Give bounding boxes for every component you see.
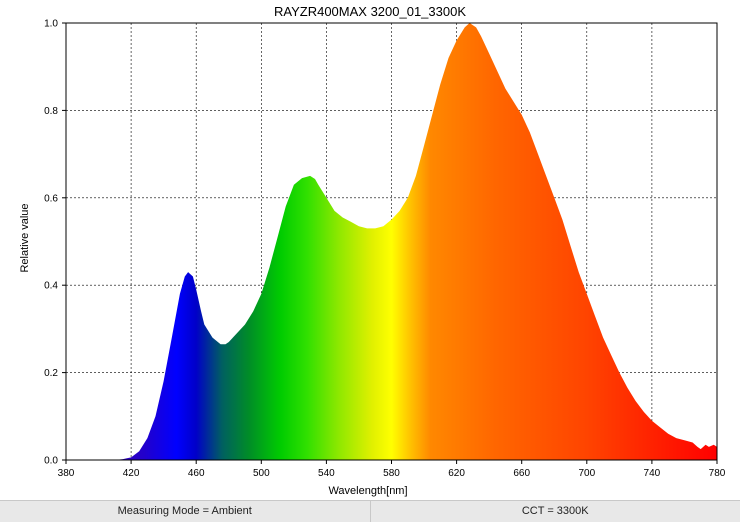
x-tick-label: 380: [58, 468, 75, 479]
x-tick-label: 700: [578, 468, 595, 479]
x-tick-label: 620: [448, 468, 465, 479]
x-tick-label: 780: [709, 468, 726, 479]
x-tick-label: 660: [513, 468, 530, 479]
status-bar: Measuring Mode = Ambient CCT = 3300K: [0, 500, 740, 522]
x-axis-title: Wavelength[nm]: [328, 485, 407, 497]
y-axis-title: Relative value: [19, 203, 31, 272]
y-tick-label: 0.8: [44, 106, 58, 117]
y-tick-label: 0.0: [44, 456, 58, 467]
y-tick-label: 1.0: [44, 19, 58, 30]
y-tick-label: 0.2: [44, 368, 58, 379]
y-tick-label: 0.6: [44, 193, 58, 204]
spectrum-chart: RAYZR400MAX 3200_01_3300K 380 420 460 500 54…: [0, 0, 740, 500]
x-tick-label: 580: [383, 468, 400, 479]
x-tick-label: 540: [318, 468, 335, 479]
x-tick-label: 460: [188, 468, 205, 479]
measuring-mode-status: Measuring Mode = Ambient: [0, 501, 370, 522]
y-tick-label: 0.4: [44, 281, 58, 292]
x-tick-label: 500: [253, 468, 270, 479]
cct-status: CCT = 3300K: [370, 501, 740, 522]
chart-title: RAYZR400MAX 3200_01_3300K: [274, 4, 466, 19]
x-tick-label: 740: [644, 468, 661, 479]
x-tick-label: 420: [123, 468, 140, 479]
